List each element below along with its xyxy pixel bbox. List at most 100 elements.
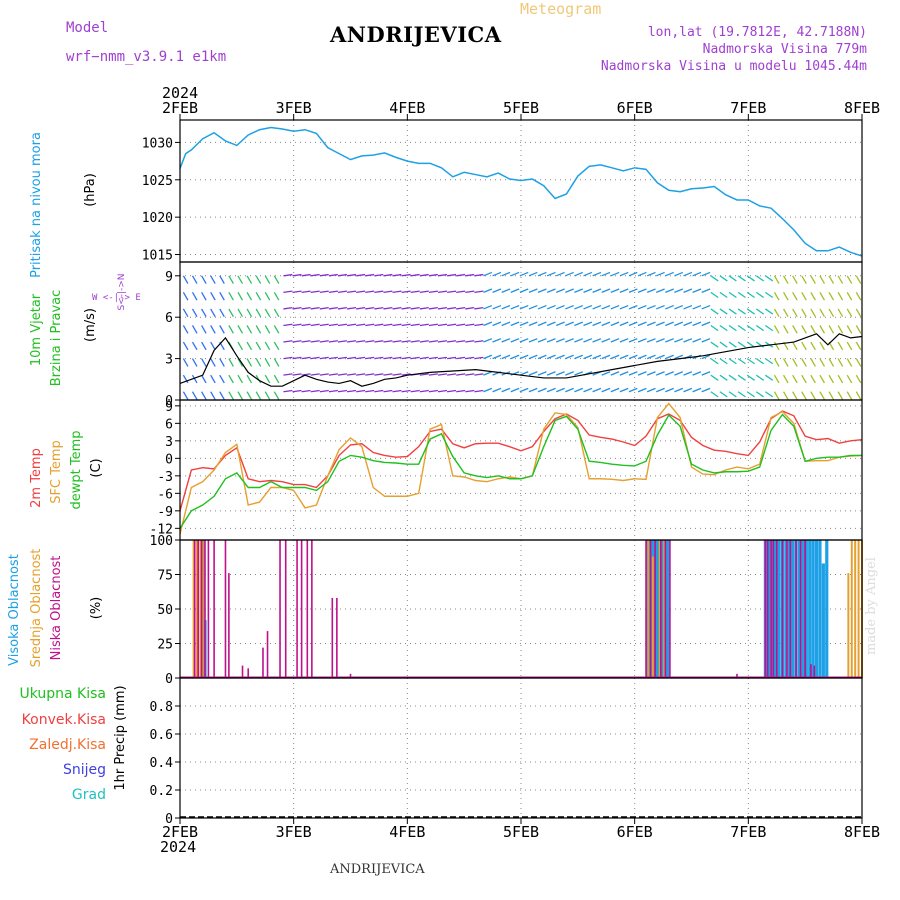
wind-barb [637, 271, 647, 277]
wind-barb [410, 340, 420, 343]
wind-barb [428, 290, 438, 294]
wind-barb [264, 308, 271, 318]
wind-barb [610, 387, 620, 393]
wind-barb [301, 389, 311, 393]
wind-barb [710, 291, 719, 299]
mid-cloud-bar [850, 540, 853, 678]
panel-precip: 0 0.2 0.4 0.6 0.8 [150, 678, 862, 827]
wind-barb [201, 341, 207, 351]
page-title: ANDRIJEVICA [330, 22, 502, 47]
wind-barb [610, 371, 620, 376]
wind-barb [656, 304, 665, 310]
wind-barb [292, 307, 302, 310]
wind-barb [837, 308, 844, 318]
meteogram-label: Meteogram [520, 0, 602, 18]
wind-barb [419, 323, 429, 327]
pressure-unit: (hPa) [83, 173, 98, 207]
temperature-ytick-label: -6 [157, 487, 173, 502]
wind-barb [574, 321, 584, 327]
low-cloud-bar [207, 540, 210, 678]
wind-barb [255, 308, 262, 318]
wind-barb [765, 324, 774, 332]
wind-barb [428, 307, 438, 310]
wind-barb [592, 288, 602, 293]
wind-barb [410, 290, 420, 294]
wind-barb [610, 271, 620, 277]
wind-barb [456, 373, 466, 376]
mid-cloud-bar [857, 540, 860, 678]
wind-barb [846, 308, 853, 318]
wind-barb [628, 271, 638, 277]
low-cloud-bar [766, 540, 769, 678]
model-value: wrf−nmm_v3.9.1 e1km [66, 49, 227, 65]
wind-barb [346, 340, 357, 343]
wind-barb [228, 292, 234, 301]
low-cloud-bar [193, 540, 196, 678]
wind-barb [201, 325, 207, 334]
wind-barb [501, 321, 511, 327]
wind-barb [328, 307, 338, 310]
wind-barb [701, 321, 711, 327]
wind-barb [292, 389, 302, 393]
wind-barb [401, 373, 411, 376]
wind-barb [356, 389, 366, 393]
wind-barb [246, 275, 253, 284]
wind-barb [492, 288, 502, 293]
wind-barb [182, 292, 189, 301]
wind-barb [337, 340, 347, 343]
mid-cloud-bar [199, 540, 202, 678]
wind-barb [583, 338, 593, 343]
wind-barb [637, 371, 647, 376]
wind-barb [519, 304, 529, 310]
wind-barb [837, 341, 844, 351]
wind-barb [819, 391, 826, 400]
wind-barb [637, 338, 647, 343]
wind-barb [537, 338, 547, 343]
wind-barb [301, 290, 311, 294]
wind-barb [801, 341, 807, 351]
wind-barb [674, 304, 684, 310]
temp-unit: (C) [89, 458, 104, 477]
wind-barb [365, 340, 375, 343]
wind-barb [674, 387, 684, 393]
wind-barb [592, 387, 602, 393]
wind-barb [746, 308, 755, 315]
wind-barb [392, 273, 402, 277]
low-cloud-bar [349, 673, 352, 678]
temperature-ytick-label: 0 [165, 452, 173, 467]
wind-barb [437, 340, 448, 343]
wind-barb [419, 307, 429, 310]
wind-barb [237, 391, 244, 400]
wind-barb [537, 371, 547, 376]
wind-barb [447, 389, 457, 393]
wind-unit: (m/s) [83, 308, 98, 342]
wind-barb [792, 292, 798, 301]
wind-barb [801, 292, 807, 301]
wind-barb [301, 356, 311, 360]
wind-barb [356, 340, 366, 343]
high-cloud-bar [821, 563, 825, 678]
wind-barb [219, 308, 225, 318]
wind-barb [801, 325, 807, 334]
wind-barb [592, 304, 602, 310]
wind-barb [574, 304, 584, 310]
wind-barb [301, 273, 311, 277]
wind-barb [401, 273, 411, 277]
wind-barb [483, 321, 493, 327]
wind-barb [801, 374, 807, 384]
precip-ylabel: 1hr Precip (mm) [113, 685, 128, 790]
wind-barb [665, 304, 674, 310]
wind-barb [419, 290, 429, 294]
wind-barb [255, 275, 262, 284]
wind-barb [228, 358, 234, 367]
wind-barb [447, 340, 457, 343]
wind-barb [447, 290, 457, 294]
wind-barb [619, 321, 629, 327]
wind-barb [392, 307, 402, 310]
high-cloud-bar [818, 540, 822, 678]
wind-barb [665, 321, 674, 327]
wind-barb [465, 356, 475, 360]
wind-barb [283, 307, 293, 310]
wind-barb [356, 290, 366, 294]
wind-barb [765, 275, 774, 282]
